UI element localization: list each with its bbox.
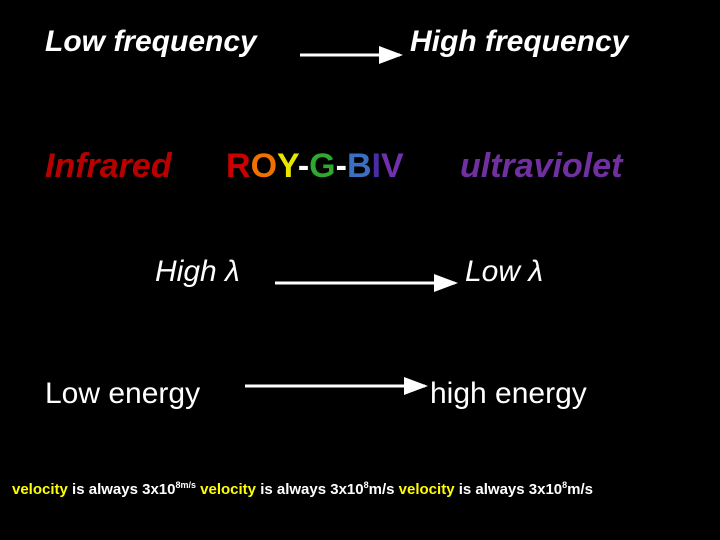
text: is always 3x10 (458, 481, 563, 498)
label: Low λ (465, 255, 544, 288)
superscript: 8 (562, 480, 568, 490)
unit: m/s (368, 481, 395, 498)
letter: O (250, 147, 278, 185)
highlight: velocity (12, 481, 68, 498)
label: high energy (430, 377, 587, 410)
label: High frequency (410, 25, 629, 58)
letter: G (309, 147, 336, 185)
superscript: 8m/s (175, 480, 196, 490)
text: is always 3x10 (72, 481, 176, 498)
letter: R (226, 147, 251, 185)
roygbiv: ROY-G-BIV (226, 149, 404, 183)
letter: V (380, 147, 404, 185)
label: Infrared (45, 147, 172, 185)
highlight: velocity (200, 481, 257, 498)
highlight: velocity (398, 481, 455, 498)
letter: Y (277, 147, 298, 185)
label: ultraviolet (460, 147, 623, 185)
letter: B (346, 147, 372, 185)
label: Low energy (45, 377, 201, 410)
label: Low frequency (45, 25, 257, 58)
label: High λ (155, 255, 240, 288)
letter: - (335, 147, 347, 185)
unit: m/s (567, 481, 594, 498)
letter: - (297, 147, 310, 185)
letter: I (371, 147, 381, 185)
footer: velocity is always 3x108m/s velocity is … (12, 480, 594, 498)
text: is always 3x10 (260, 481, 364, 498)
superscript: 8 (363, 480, 369, 490)
